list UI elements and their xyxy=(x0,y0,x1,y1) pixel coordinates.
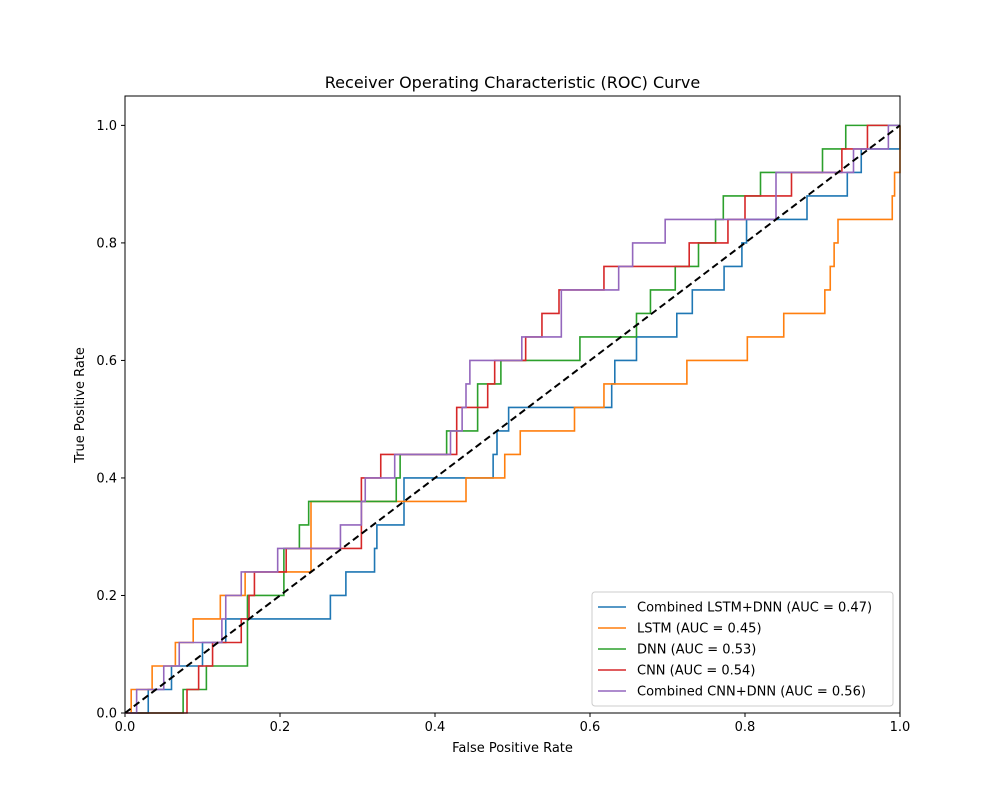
legend-label: Combined LSTM+DNN (AUC = 0.47) xyxy=(637,601,872,616)
roc-series-line-2 xyxy=(125,124,900,714)
y-tick-label: 0.2 xyxy=(96,589,117,604)
legend: Combined LSTM+DNN (AUC = 0.47) LSTM (AUC … xyxy=(591,591,894,707)
legend-box xyxy=(591,591,894,707)
x-tick-label: 0.0 xyxy=(115,720,136,735)
x-tick-label: 1.0 xyxy=(890,720,911,735)
x-tick-label: 0.8 xyxy=(735,720,756,735)
x-tick-label: 0.4 xyxy=(425,720,446,735)
roc-series-line-4 xyxy=(125,124,900,714)
y-tick-label: 0.0 xyxy=(96,707,117,722)
roc-series-line-3 xyxy=(125,124,889,714)
y-tick-label: 0.8 xyxy=(96,236,117,251)
legend-label: DNN (AUC = 0.53) xyxy=(637,643,756,658)
roc-series-line-1 xyxy=(125,125,901,714)
plot-area xyxy=(124,124,901,714)
x-axis-label: False Positive Rate xyxy=(452,741,573,756)
y-tick-label: 0.4 xyxy=(96,471,117,486)
axis-ticks: 0.0 0.2 0.4 0.6 0.8 1.0 0.0 0.2 0.4 0.6 0.8 1.0 xyxy=(96,119,910,735)
legend-label: CNN (AUC = 0.54) xyxy=(637,664,755,679)
y-axis-label: True Positive Rate xyxy=(73,347,88,464)
chart-title: Receiver Operating Characteristic (ROC) … xyxy=(325,73,700,92)
y-tick-label: 1.0 xyxy=(96,119,117,134)
x-tick-label: 0.6 xyxy=(580,720,601,735)
plot-frame xyxy=(124,95,901,714)
legend-label: LSTM (AUC = 0.45) xyxy=(637,622,762,637)
y-tick-label: 0.6 xyxy=(96,354,117,369)
chance-diagonal-line xyxy=(124,124,901,714)
legend-label: Combined CNN+DNN (AUC = 0.56) xyxy=(637,685,866,700)
x-tick-label: 0.2 xyxy=(270,720,291,735)
